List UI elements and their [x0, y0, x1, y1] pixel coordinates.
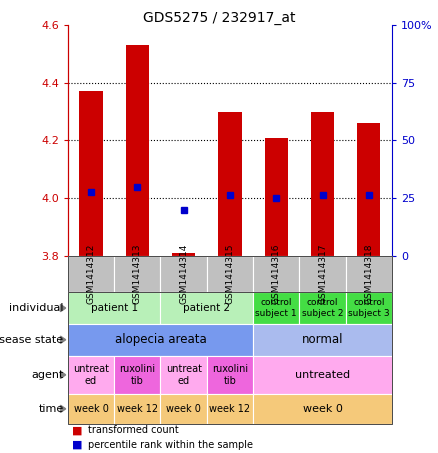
- Bar: [79, 92, 102, 256]
- Text: GSM1414313: GSM1414313: [133, 244, 142, 304]
- Text: ruxolini
tib: ruxolini tib: [119, 364, 155, 386]
- Text: week 0: week 0: [74, 404, 109, 414]
- Text: transformed count: transformed count: [88, 425, 178, 435]
- Text: week 12: week 12: [209, 404, 251, 414]
- Text: week 0: week 0: [303, 404, 343, 414]
- Text: GSM1414312: GSM1414312: [87, 244, 95, 304]
- Bar: [172, 253, 195, 256]
- Bar: [265, 138, 288, 256]
- Text: untreat
ed: untreat ed: [73, 364, 109, 386]
- Text: patient 1: patient 1: [91, 303, 138, 313]
- Text: ■: ■: [72, 440, 83, 450]
- Text: time: time: [38, 404, 64, 414]
- Text: disease state: disease state: [0, 335, 64, 345]
- Text: control
subject 2: control subject 2: [302, 299, 343, 318]
- Text: GSM1414317: GSM1414317: [318, 244, 327, 304]
- Text: control
subject 1: control subject 1: [255, 299, 297, 318]
- Text: individual: individual: [9, 303, 64, 313]
- Text: control
subject 3: control subject 3: [348, 299, 390, 318]
- Text: percentile rank within the sample: percentile rank within the sample: [88, 440, 253, 450]
- Bar: [126, 45, 149, 256]
- Bar: [219, 111, 241, 256]
- Text: untreat
ed: untreat ed: [166, 364, 201, 386]
- Text: ruxolini
tib: ruxolini tib: [212, 364, 248, 386]
- Text: GSM1414315: GSM1414315: [226, 244, 234, 304]
- Text: GSM1414316: GSM1414316: [272, 244, 281, 304]
- Text: ■: ■: [72, 425, 83, 435]
- Text: GSM1414314: GSM1414314: [179, 244, 188, 304]
- Text: GSM1414318: GSM1414318: [364, 244, 373, 304]
- Bar: [357, 123, 381, 256]
- Text: GDS5275 / 232917_at: GDS5275 / 232917_at: [143, 11, 295, 25]
- Bar: [311, 111, 334, 256]
- Text: alopecia areata: alopecia areata: [115, 333, 206, 346]
- Text: untreated: untreated: [295, 370, 350, 380]
- Text: week 12: week 12: [117, 404, 158, 414]
- Text: week 0: week 0: [166, 404, 201, 414]
- Text: agent: agent: [31, 370, 64, 380]
- Text: patient 2: patient 2: [183, 303, 230, 313]
- Text: normal: normal: [302, 333, 343, 346]
